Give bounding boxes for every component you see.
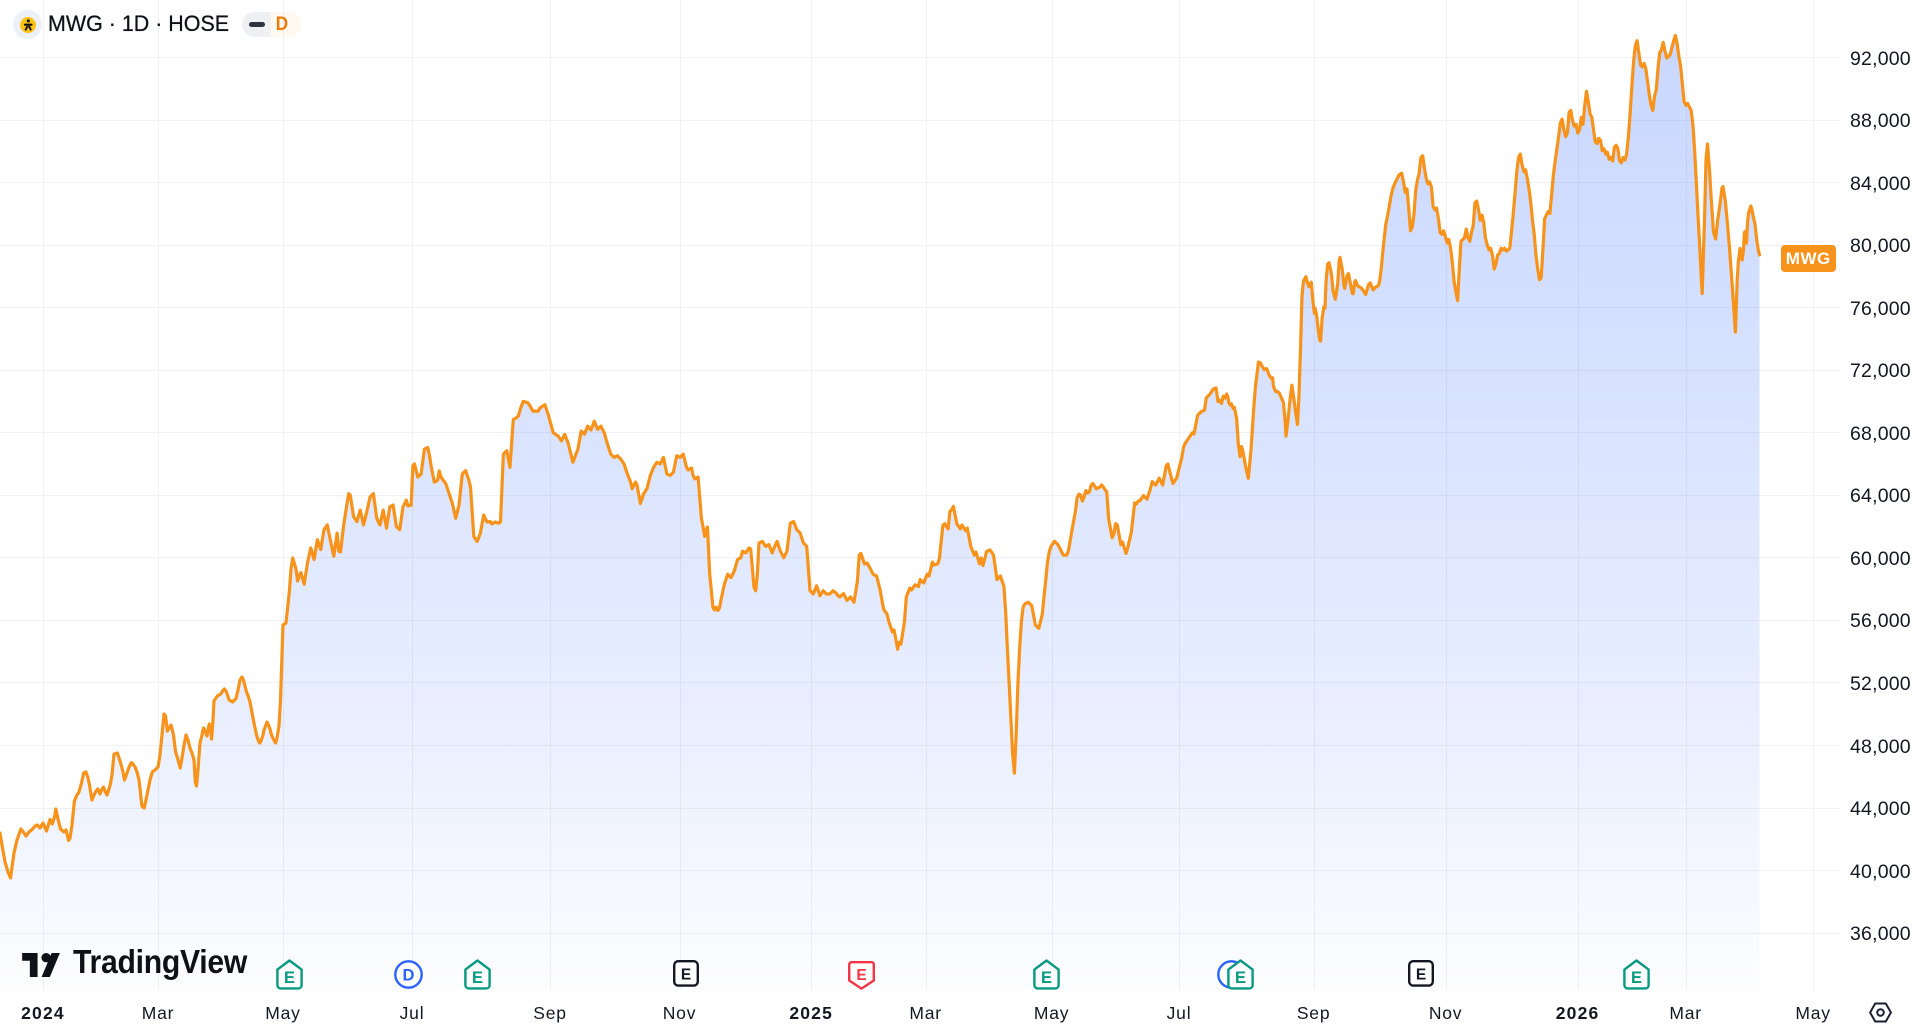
svg-text:E: E <box>472 969 483 987</box>
svg-text:E: E <box>681 967 691 984</box>
svg-text:E: E <box>1040 969 1051 987</box>
svg-text:D: D <box>403 966 415 984</box>
svg-text:E: E <box>856 967 866 984</box>
svg-text:E: E <box>1631 969 1642 987</box>
svg-text:E: E <box>283 969 294 987</box>
svg-text:E: E <box>1416 967 1426 984</box>
svg-text:E: E <box>1235 969 1246 987</box>
